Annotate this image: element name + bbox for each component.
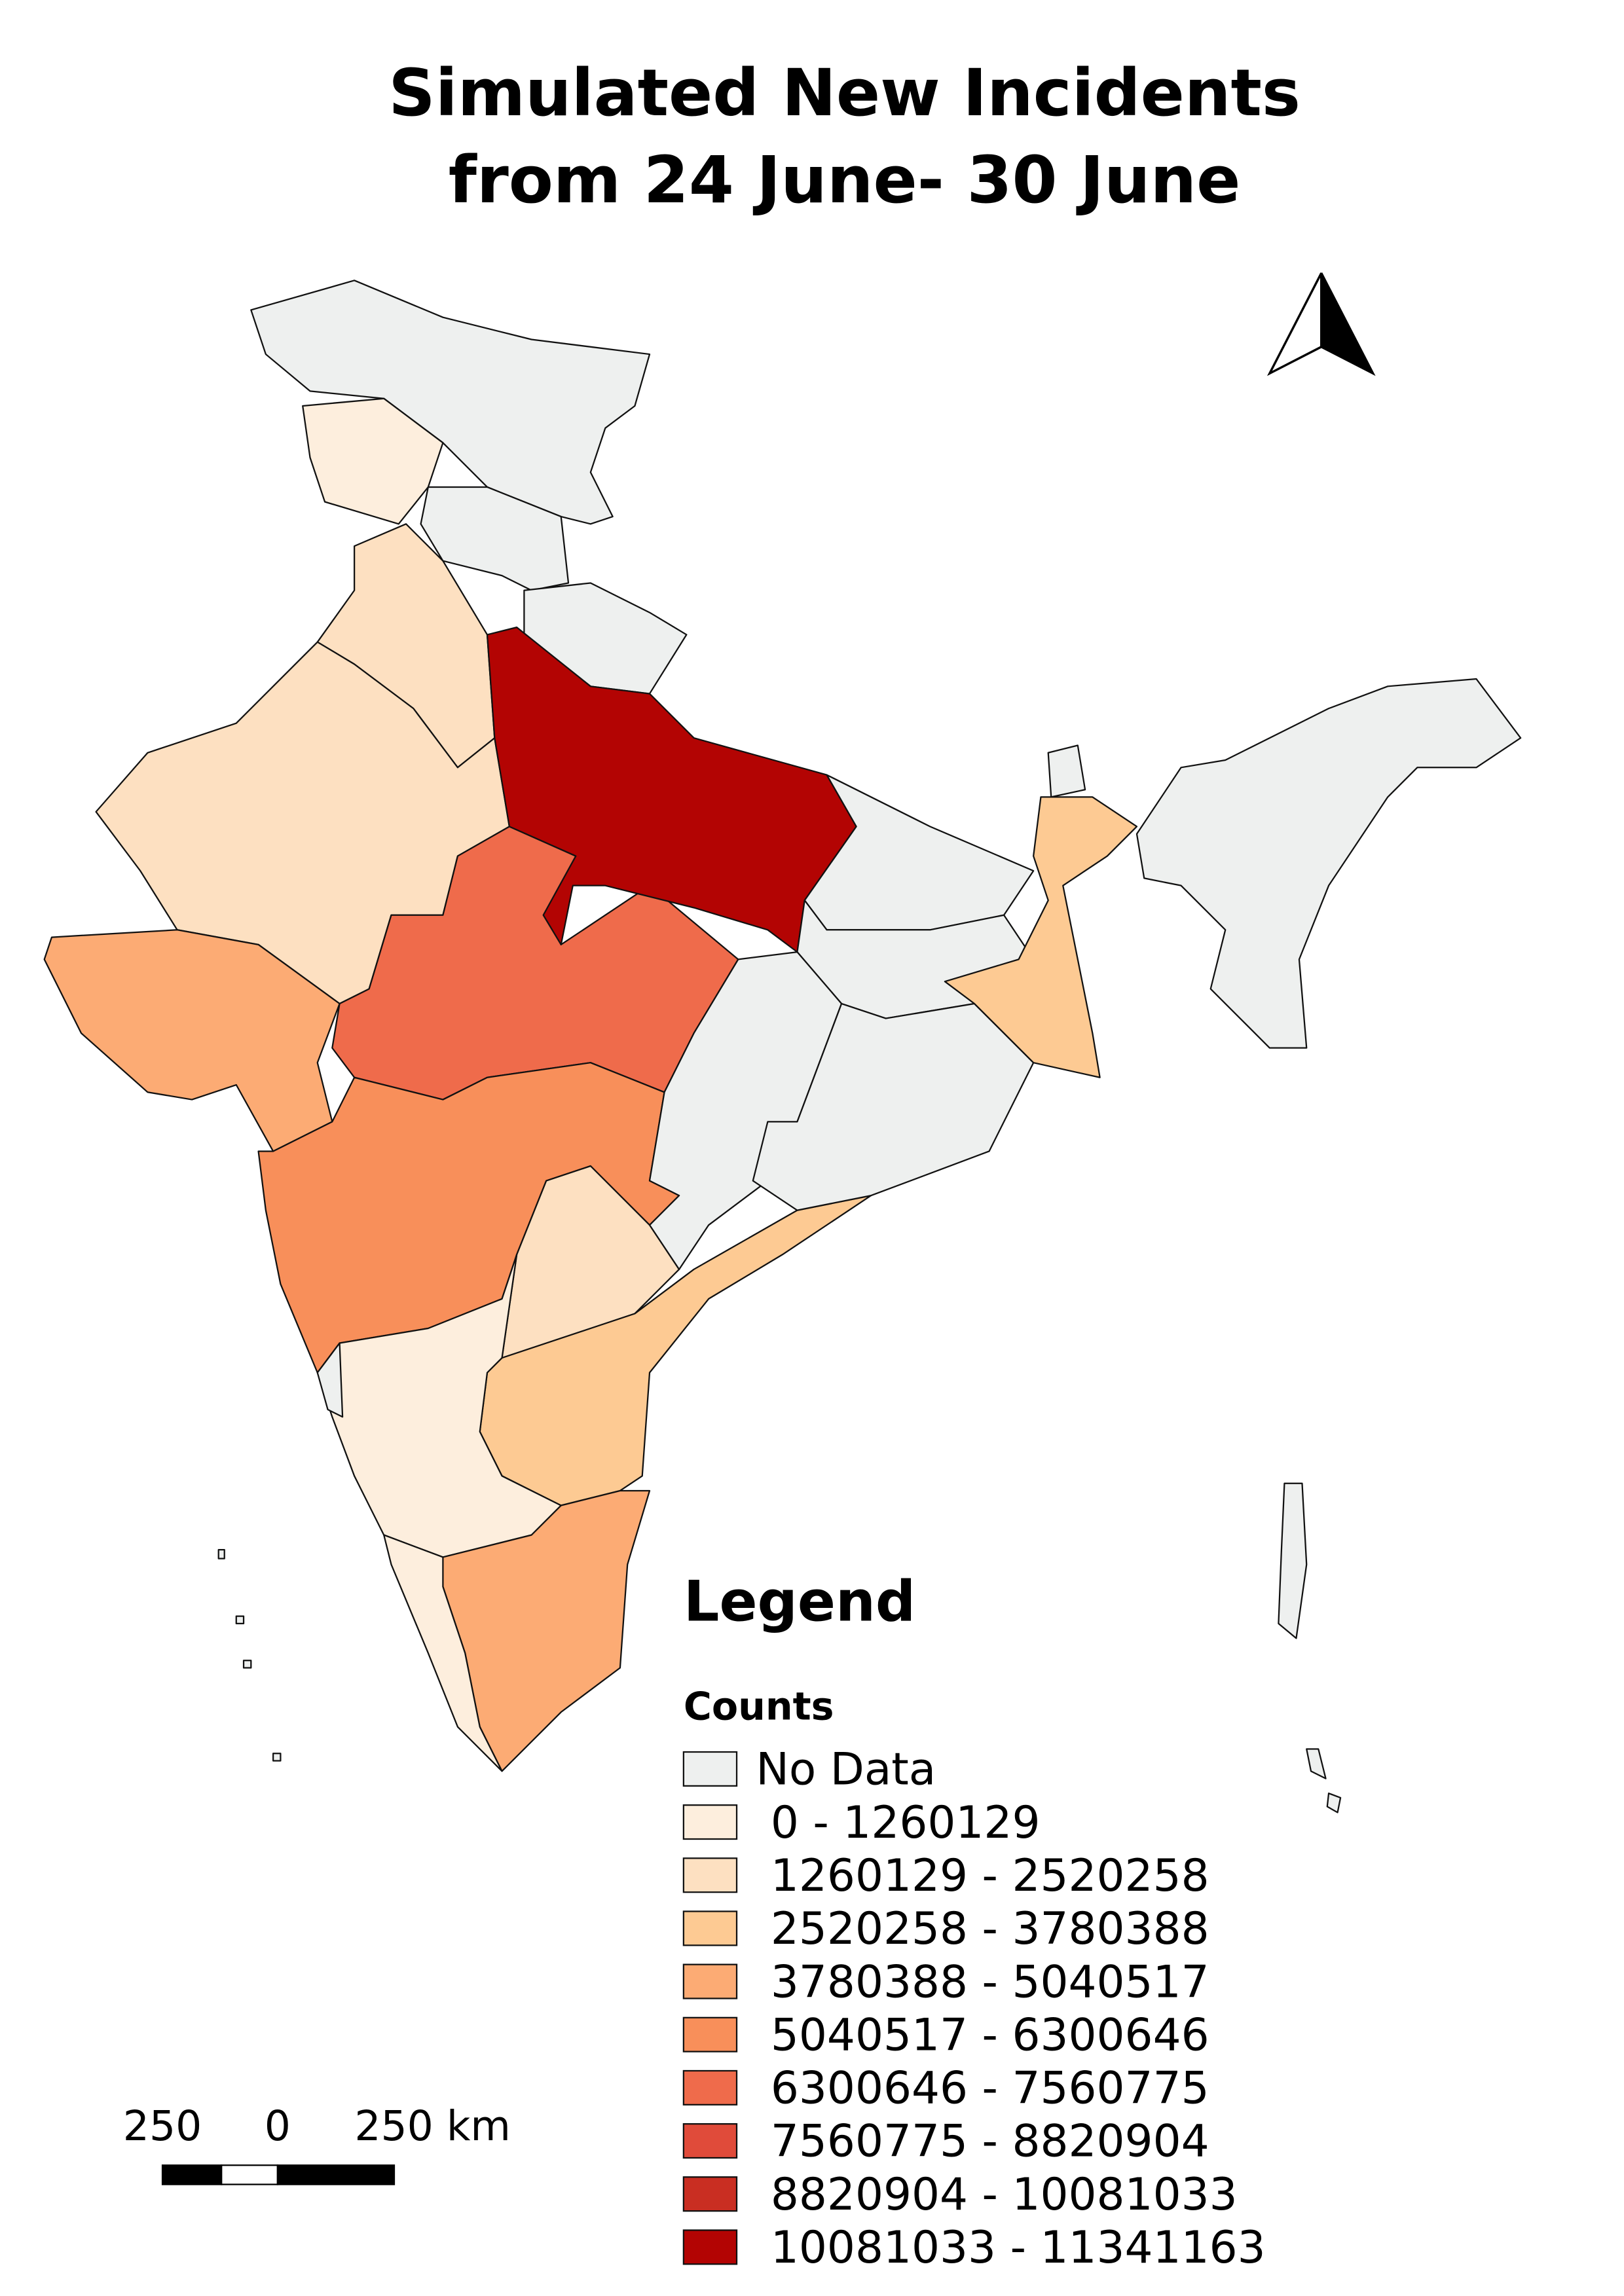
legend-subtitle: Counts: [684, 1684, 834, 1728]
legend-label: No Data: [756, 1743, 936, 1795]
legend-swatch: [682, 1857, 738, 1893]
scale-segment: [161, 2164, 223, 2185]
scale-label: 250 km: [354, 2102, 511, 2150]
region: [1047, 744, 1086, 798]
legend-label: 0 - 1260129: [771, 1796, 1041, 1848]
legend-title: Legend: [684, 1569, 915, 1634]
title-line-2: from 24 June- 30 June: [449, 143, 1241, 218]
region: [316, 1254, 562, 1558]
legend-label: 7560775 - 8820904: [771, 2115, 1209, 2167]
region: [217, 1549, 225, 1559]
legend-label: 8820904 - 10081033: [771, 2168, 1238, 2220]
legend-label: 10081033 - 11341163: [771, 2221, 1266, 2273]
scale-segment: [276, 2164, 396, 2185]
legend-swatch: [682, 2176, 738, 2212]
region: [235, 1615, 245, 1625]
scale-segment: [221, 2164, 279, 2185]
region: [486, 627, 857, 953]
legend-label: 6300646 - 7560775: [771, 2062, 1209, 2114]
region: [944, 796, 1138, 1078]
region: [242, 1660, 252, 1669]
legend-label: 2520258 - 3780388: [771, 1903, 1209, 1954]
legend-label: 3780388 - 5040517: [771, 1956, 1209, 2007]
map-regions: [43, 280, 1522, 1813]
region: [316, 1342, 344, 1418]
legend-swatch: [682, 1963, 738, 1999]
legend-swatch: [682, 2016, 738, 2052]
scale-label: 250: [123, 2102, 202, 2150]
title-line-1: Simulated New Incidents: [388, 56, 1301, 131]
legend-label: 5040517 - 6300646: [771, 2009, 1209, 2060]
region: [383, 1534, 503, 1772]
region: [302, 397, 444, 525]
scale-bar: 250 0 250 km: [123, 2102, 511, 2185]
legend-swatch: [682, 2229, 738, 2265]
legend-swatch: [682, 2069, 738, 2105]
region: [250, 280, 651, 525]
legend-swatch: [682, 1910, 738, 1946]
region: [1278, 1482, 1308, 1639]
legend-swatch: [682, 1751, 738, 1787]
region: [1306, 1748, 1327, 1779]
legend-swatch: [682, 2123, 738, 2159]
region: [648, 951, 843, 1270]
region: [272, 1753, 282, 1762]
north-arrow: [1266, 272, 1376, 376]
legend-label: 1260129 - 2520258: [771, 1850, 1209, 1901]
legend-swatch: [682, 1804, 738, 1840]
scale-label: 0: [265, 2102, 291, 2150]
region: [1326, 1793, 1342, 1813]
region: [752, 1002, 1035, 1211]
region: [1135, 678, 1522, 1049]
